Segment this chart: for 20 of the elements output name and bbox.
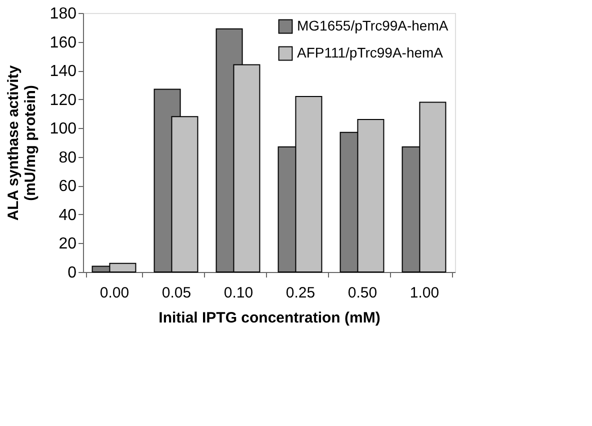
y-tick-label: 0 [68,264,77,282]
x-tick-label: 1.00 [410,284,440,302]
legend-label: MG1655/pTrc99A-hemA [297,18,449,34]
x-tick-label: 0.00 [100,284,130,302]
y-tick-label: 20 [58,236,77,253]
x-tick-label: 0.25 [286,284,316,302]
y-tick-label: 160 [50,34,77,52]
y-tick-label: 180 [50,6,77,22]
x-tick-label: 0.10 [224,284,254,302]
x-tick-label: 0.50 [348,284,378,302]
x-axis-title: Initial IPTG concentration (mM) [158,310,380,326]
y-axis-title: ALA synthase activity (mU/mg protein) [4,64,39,221]
x-tick-label: 0.05 [162,284,192,302]
y-tick-label: 140 [50,63,77,80]
y-tick-label: 80 [58,149,77,166]
y-tick-label: 100 [50,120,77,138]
y-tick-label: 120 [50,92,77,109]
y-tick-label: 40 [58,206,77,224]
y-tick-label: 60 [58,178,77,196]
legend-label: AFP111/pTrc99A-hemA [297,44,444,60]
